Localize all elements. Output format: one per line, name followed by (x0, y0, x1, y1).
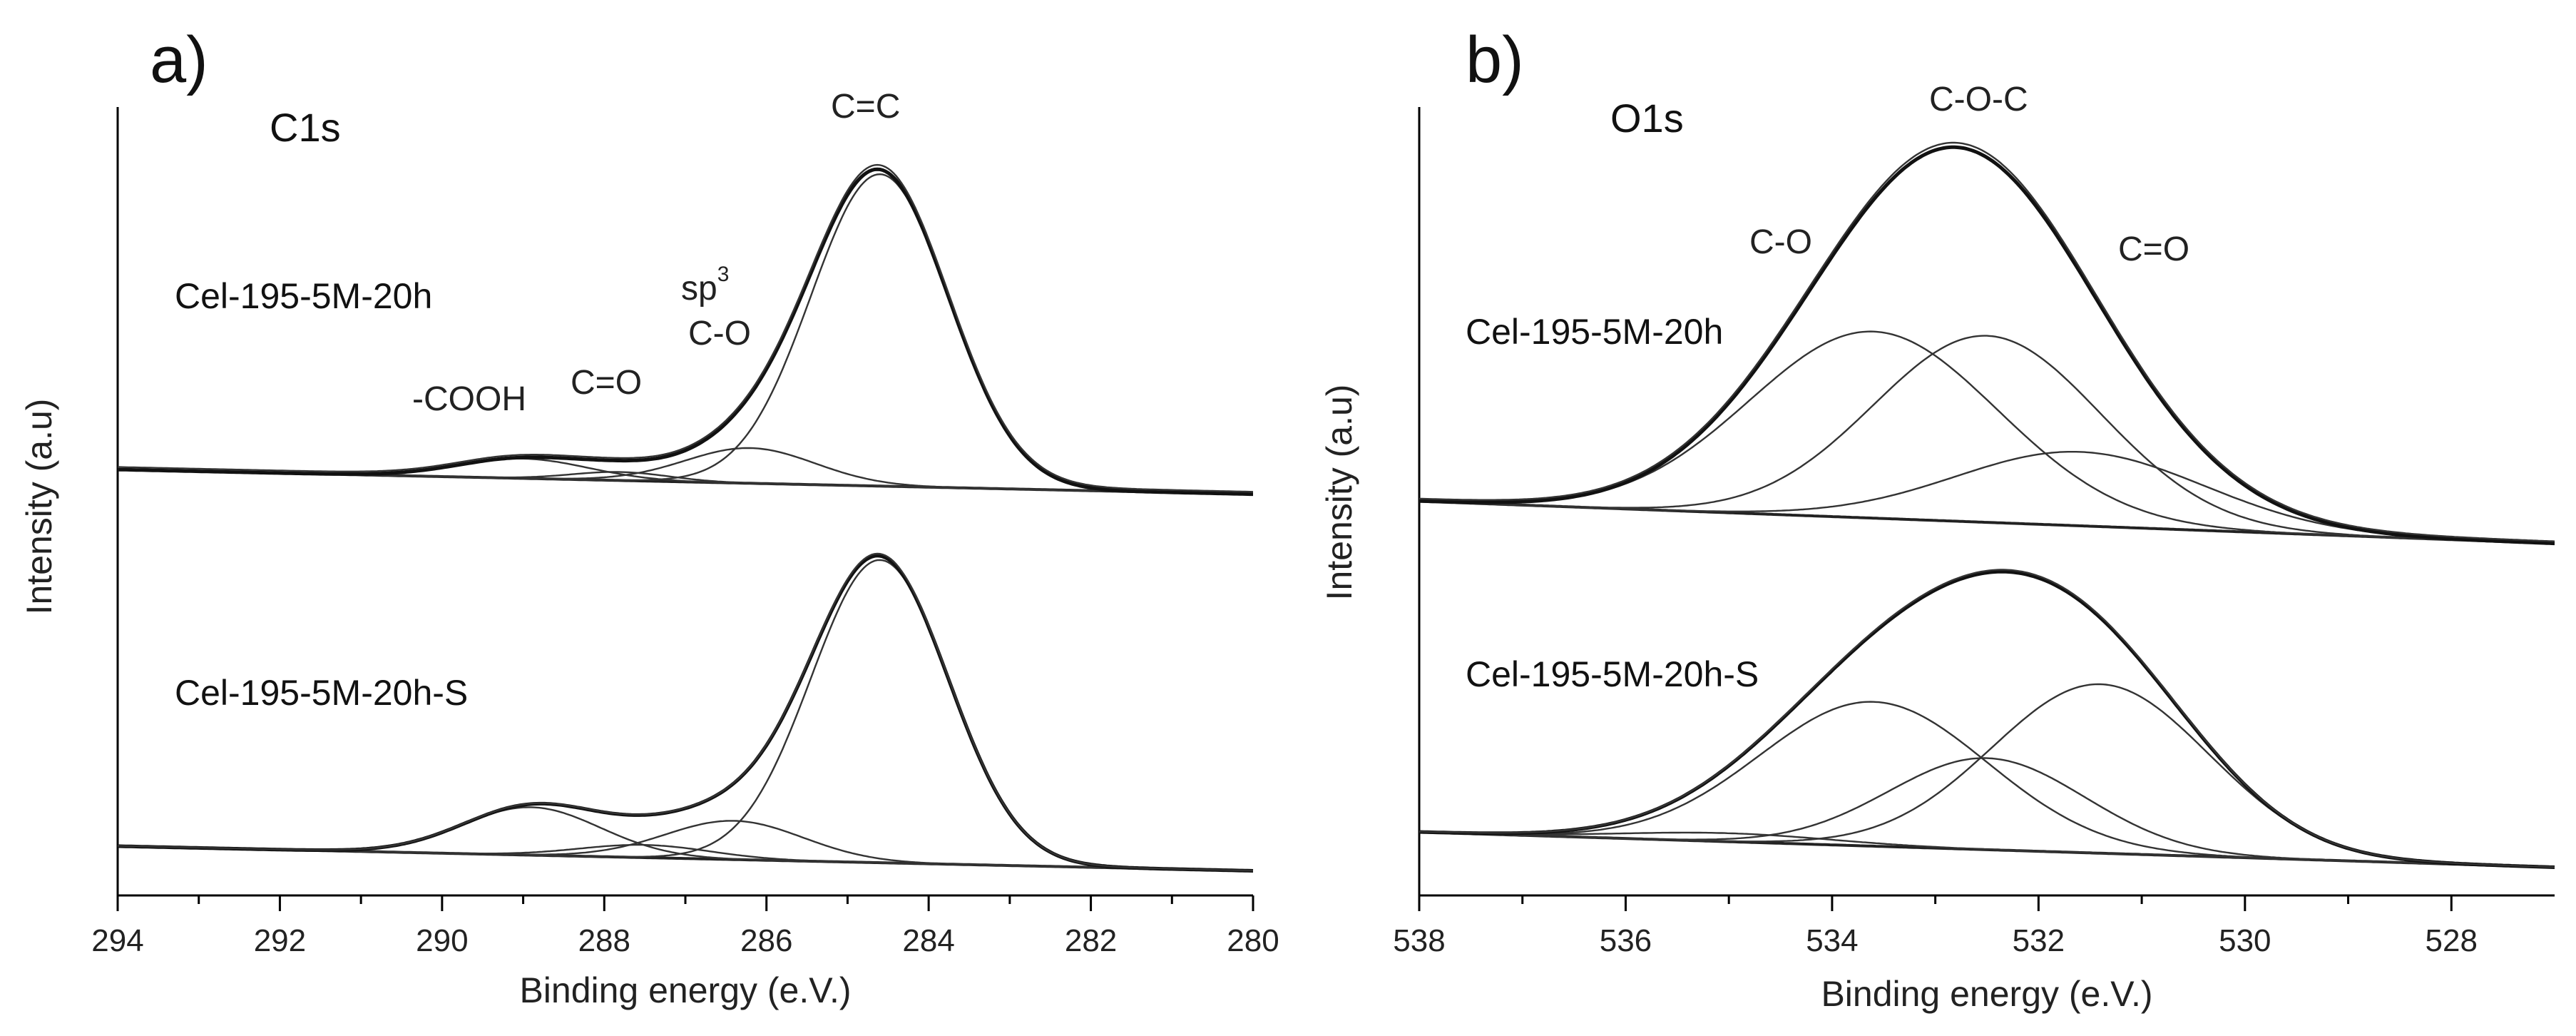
envelope-fit-1 (1419, 145, 2555, 546)
annotation-c-double-c: C=C (831, 88, 900, 126)
component-peak-c-c-1 (117, 173, 1253, 495)
envelope-fit-1 (117, 167, 1253, 497)
spectrum-title-c1s: C1s (270, 105, 341, 150)
annotation-c-o-c: C-O-C (1929, 81, 2028, 118)
component-peak-c-o-1 (1419, 451, 2555, 544)
annotation-cooh: -COOH (412, 380, 526, 418)
x-tick-label: 280 (1227, 923, 1279, 958)
component-peak--cooh-2 (117, 806, 1254, 872)
x-tick-label: 532 (2013, 923, 2065, 958)
envelope-fit-2 (1419, 569, 2555, 869)
component-peak-c-o-c-1 (1419, 335, 2555, 544)
x-axis-title-a: Binding energy (e.V.) (519, 970, 851, 1010)
sample-label-b-2: Cel-195-5M-20h-S (1466, 654, 1759, 694)
x-axis-title-b: Binding energy (e.V.) (1821, 974, 2152, 1014)
x-tick-label: 282 (1065, 923, 1117, 958)
x-tick-label: 288 (578, 923, 630, 958)
annotation-c-double-o: C=O (2118, 230, 2189, 268)
panel-a-c1s: a) C1s 294 292 290 288 286 284 282 280 Binding … (19, 24, 1279, 1010)
curves-a (117, 163, 1254, 873)
component-peak-c-o-2 (1419, 683, 2555, 868)
component-peak-minor-2 (1419, 831, 2555, 868)
annotation-sp3: sp3 (681, 263, 729, 308)
raw-spectrum-1 (117, 163, 1254, 493)
axis-frame-b (1418, 107, 2555, 897)
component-peak-c-c-2 (117, 559, 1254, 872)
x-ticks-a: 294 292 290 288 286 284 282 280 (91, 895, 1279, 958)
panel-b-o1s: b) O1s 538 536 534 532 530 528 Binding energy… (1319, 24, 2555, 1014)
x-tick-label: 536 (1600, 923, 1652, 958)
x-tick-label: 534 (1806, 923, 1858, 958)
raw-spectrum-1 (1419, 141, 2555, 542)
annotation-sp3-base: sp (681, 270, 717, 308)
x-ticks-b: 538 536 534 532 530 528 (1393, 895, 2478, 958)
annotation-c-o: C-O (1749, 223, 1812, 261)
annotation-c-double-o: C=O (571, 364, 642, 402)
panel-label-b: b) (1466, 24, 1524, 96)
axis-frame-a (116, 107, 1253, 897)
sample-label-a-2: Cel-195-5M-20h-S (175, 673, 468, 713)
x-tick-label: 530 (2219, 923, 2271, 958)
envelope-fit-2 (117, 554, 1254, 873)
x-tick-label: 292 (254, 923, 306, 958)
x-tick-label: 284 (902, 923, 954, 958)
y-axis-title-a: Intensity (a.u) (19, 399, 59, 615)
y-axis-title-b: Intensity (a.u) (1319, 385, 1359, 601)
component-peak-c-o-1 (1419, 330, 2555, 544)
annotation-sp3-superscript: 3 (717, 263, 730, 286)
spectrum-title-o1s: O1s (1610, 96, 1684, 141)
panel-label-a: a) (150, 24, 208, 96)
x-tick-label: 538 (1393, 923, 1445, 958)
curves-b (1419, 141, 2555, 869)
annotation-c-o: C-O (688, 315, 751, 352)
sample-label-b-1: Cel-195-5M-20h (1466, 312, 1723, 352)
x-tick-label: 294 (91, 923, 143, 958)
x-tick-label: 528 (2426, 923, 2478, 958)
component-peak-c-o-2 (1419, 701, 2555, 868)
x-tick-label: 286 (740, 923, 792, 958)
x-tick-label: 290 (416, 923, 468, 958)
raw-spectrum-2 (117, 552, 1254, 872)
sample-label-a-1: Cel-195-5M-20h (175, 276, 432, 316)
raw-spectrum-2 (1419, 569, 2555, 868)
